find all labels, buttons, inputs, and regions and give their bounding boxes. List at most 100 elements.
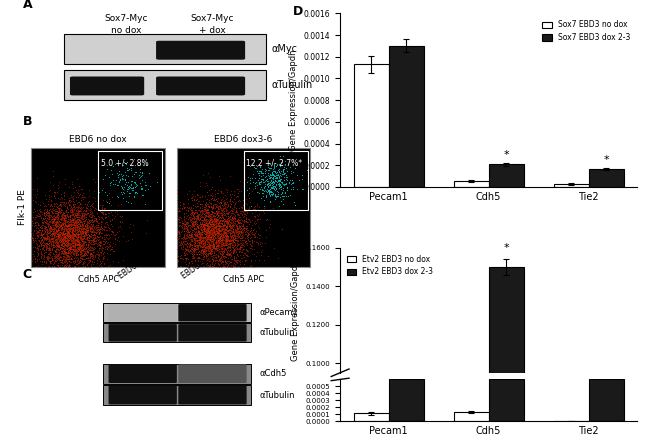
- Point: [244, 215, 254, 223]
- Point: [46, 242, 57, 249]
- Point: [194, 236, 204, 243]
- Point: [79, 252, 89, 259]
- Point: [99, 231, 110, 238]
- Point: [190, 256, 200, 263]
- Point: [200, 224, 210, 232]
- Point: [51, 212, 61, 219]
- Point: [35, 234, 46, 241]
- Point: [257, 176, 268, 183]
- Point: [39, 243, 49, 250]
- Text: Flk-1 PE: Flk-1 PE: [18, 190, 27, 225]
- Point: [246, 242, 257, 249]
- Point: [40, 212, 50, 219]
- Point: [217, 220, 228, 227]
- Point: [88, 211, 98, 219]
- Point: [96, 223, 107, 230]
- Point: [81, 247, 92, 254]
- Point: [70, 205, 80, 212]
- Point: [202, 243, 212, 250]
- Point: [221, 222, 231, 229]
- Point: [214, 241, 225, 248]
- Point: [73, 240, 83, 247]
- Point: [64, 261, 74, 268]
- Point: [227, 205, 238, 212]
- Point: [86, 225, 96, 233]
- Point: [75, 247, 86, 254]
- Point: [202, 209, 212, 216]
- Point: [87, 237, 98, 245]
- Point: [223, 210, 233, 217]
- Point: [229, 243, 239, 250]
- Point: [220, 238, 230, 245]
- Point: [237, 246, 248, 254]
- Point: [220, 261, 230, 268]
- Point: [42, 207, 52, 215]
- Point: [42, 229, 52, 237]
- Point: [174, 230, 184, 237]
- Point: [68, 234, 79, 241]
- Point: [218, 247, 228, 254]
- Point: [252, 248, 263, 255]
- Point: [263, 189, 274, 196]
- Point: [212, 246, 222, 253]
- Point: [207, 220, 218, 227]
- Point: [71, 238, 81, 245]
- Point: [183, 222, 193, 229]
- Point: [54, 222, 64, 229]
- Point: [44, 234, 54, 241]
- Point: [223, 237, 233, 244]
- Point: [226, 228, 236, 235]
- Point: [77, 233, 87, 240]
- Point: [51, 225, 61, 232]
- Point: [213, 230, 223, 237]
- Point: [237, 203, 248, 210]
- Point: [205, 245, 215, 252]
- Point: [207, 225, 218, 232]
- Point: [217, 208, 228, 215]
- Point: [185, 236, 196, 243]
- Point: [59, 246, 70, 253]
- Point: [94, 188, 105, 195]
- Point: [228, 226, 239, 233]
- Point: [240, 205, 250, 212]
- Point: [137, 169, 148, 176]
- Point: [236, 228, 246, 235]
- Point: [202, 234, 213, 241]
- Point: [219, 222, 229, 229]
- Point: [221, 250, 231, 257]
- Point: [235, 237, 245, 244]
- Point: [209, 245, 220, 252]
- Point: [75, 229, 85, 237]
- Point: [192, 237, 203, 245]
- Point: [226, 200, 236, 207]
- Point: [85, 263, 96, 270]
- Point: [213, 207, 224, 214]
- Point: [242, 232, 253, 239]
- Point: [55, 230, 66, 237]
- Point: [136, 184, 147, 191]
- Point: [47, 215, 57, 223]
- Point: [63, 229, 73, 237]
- Point: [220, 226, 230, 233]
- Point: [59, 213, 70, 220]
- Point: [213, 221, 223, 228]
- Point: [55, 232, 65, 239]
- Point: [56, 190, 66, 197]
- Point: [259, 182, 270, 189]
- Point: [228, 249, 239, 256]
- Point: [207, 222, 218, 229]
- Point: [218, 229, 229, 237]
- Point: [208, 232, 218, 239]
- Point: [203, 225, 213, 232]
- Point: [209, 231, 220, 238]
- Point: [231, 193, 242, 200]
- Point: [46, 198, 56, 205]
- Point: [88, 236, 98, 243]
- Point: [80, 218, 90, 225]
- Point: [70, 241, 81, 249]
- Point: [203, 250, 213, 257]
- Point: [59, 255, 70, 262]
- Point: [63, 239, 73, 246]
- Point: [181, 246, 191, 253]
- Point: [218, 198, 229, 205]
